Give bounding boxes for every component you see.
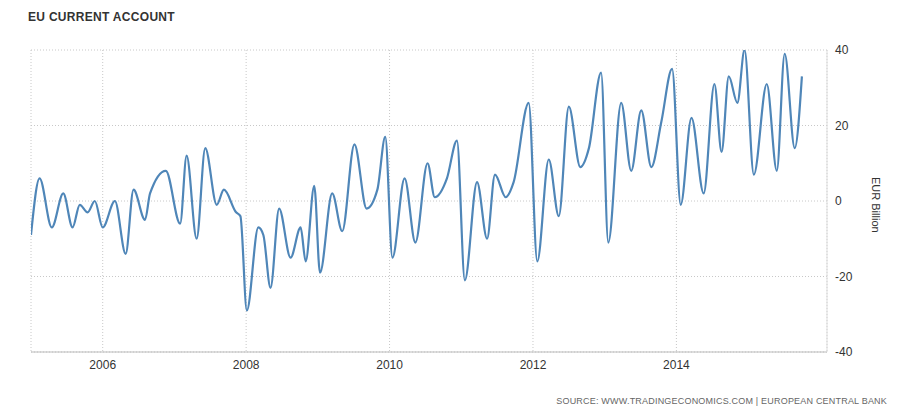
svg-text:40: 40 <box>835 43 849 57</box>
svg-text:2014: 2014 <box>663 358 690 372</box>
svg-text:20: 20 <box>835 119 849 133</box>
svg-text:2008: 2008 <box>233 358 260 372</box>
svg-text:2006: 2006 <box>89 358 116 372</box>
svg-text:-20: -20 <box>835 270 853 284</box>
svg-text:2010: 2010 <box>376 358 403 372</box>
html-text:SOURCE: WWW.TRADINGECONOMICS.C: SOURCE: WWW.TRADINGECONOMICS.COM | EUROP… <box>556 396 887 406</box>
html-text:EU CURRENT ACCOUNT: EU CURRENT ACCOUNT <box>28 10 175 24</box>
html-text:EUR Billion: EUR Billion <box>870 177 882 233</box>
svg-text:0: 0 <box>835 194 842 208</box>
svg-text:2012: 2012 <box>520 358 547 372</box>
svg-text:-40: -40 <box>835 345 853 359</box>
